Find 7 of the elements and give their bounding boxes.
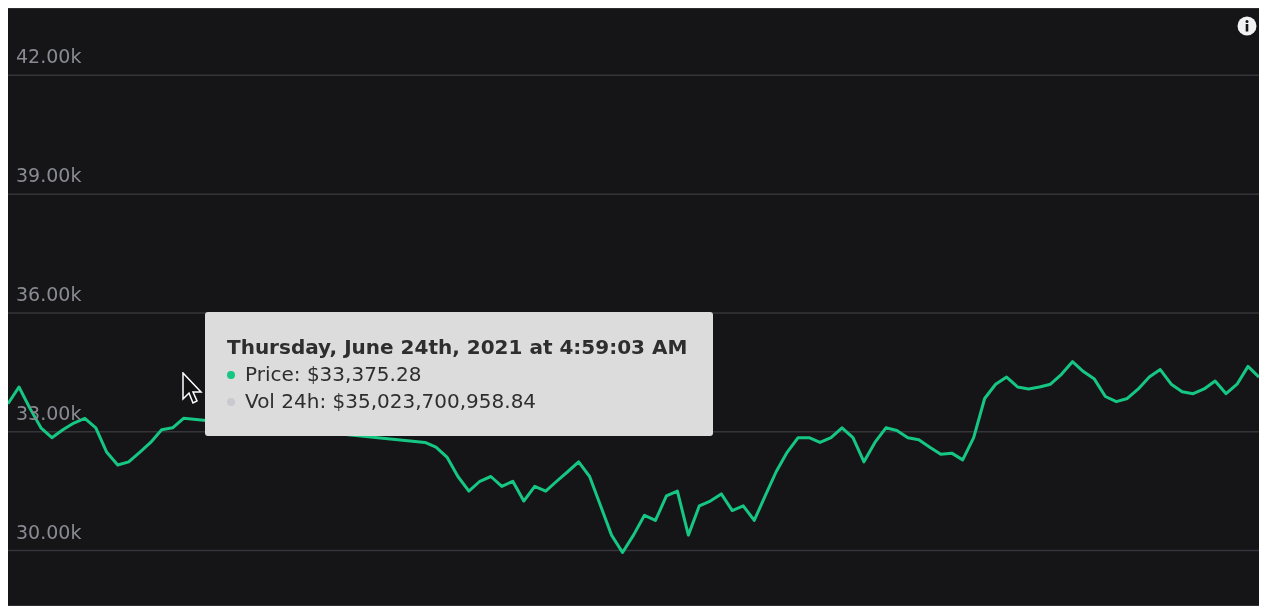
annotation: Thursday, June 24th, 2021 at 4:59:03 AM: [227, 334, 688, 361]
annotation: Price: $33,375.28: [245, 361, 422, 388]
y-tick-label: 30.00k: [16, 520, 82, 543]
annotation: Vol 24h: $35,023,700,958.84: [245, 388, 537, 415]
y-tick-label: 42.00k: [16, 45, 82, 68]
y-tick-label: 39.00k: [16, 164, 82, 187]
y-tick-label: 36.00k: [16, 282, 82, 305]
